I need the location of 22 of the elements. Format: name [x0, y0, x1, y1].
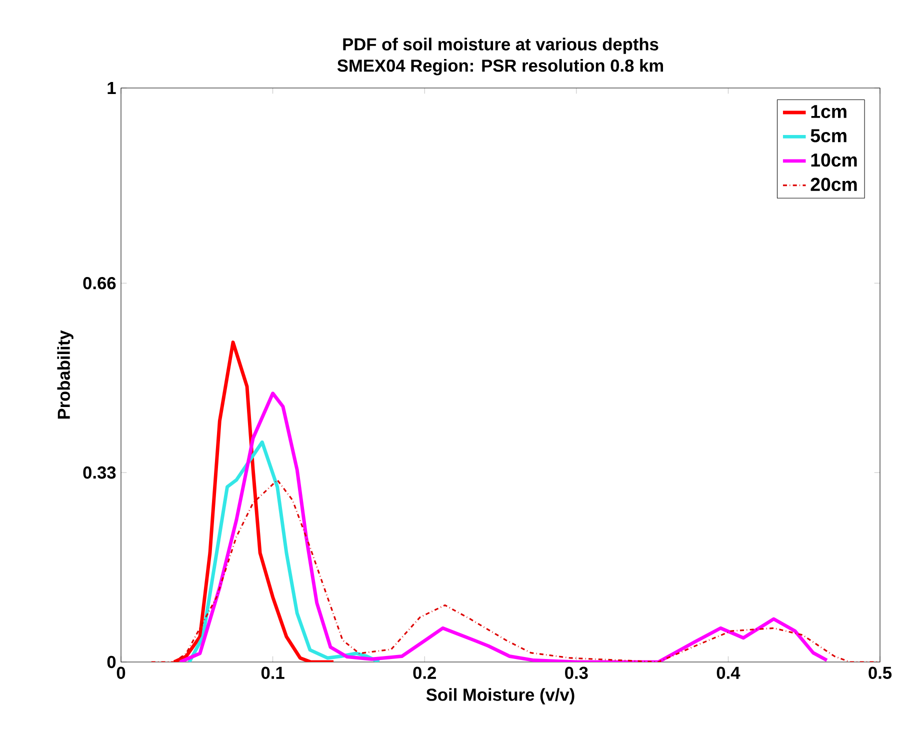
x-tick-label: 0.5 [868, 666, 892, 679]
y-axis-title: Probability [57, 330, 74, 419]
x-tick-label: 0.3 [565, 666, 588, 679]
line-series [172, 340, 336, 662]
line-series [178, 392, 829, 662]
x-tick-label: 0 [116, 666, 126, 679]
legend-label: 10cm [811, 153, 857, 167]
y-tick-label: 1 [108, 82, 116, 94]
y-tick-label: 0.66 [83, 277, 116, 290]
line-series [150, 479, 880, 662]
chart-title: PDF of soil moisture at various depths [343, 38, 658, 54]
x-axis-title: Soil Moisture (v/v) [426, 688, 574, 704]
x-tick-label: 0.2 [413, 666, 436, 679]
chart-subtitle: SMEX04 Region: PSR resolution 0.8 km [337, 59, 664, 76]
line-series [188, 440, 381, 662]
legend-label: 1cm [811, 105, 846, 118]
y-tick-label: 0.33 [83, 466, 116, 479]
legend-label: 5cm [810, 129, 846, 142]
x-tick-label: 0.1 [261, 666, 284, 679]
x-tick-label: 0.4 [716, 666, 740, 679]
legend-label: 20cm [810, 178, 857, 192]
y-tick-label: 0 [107, 656, 116, 668]
